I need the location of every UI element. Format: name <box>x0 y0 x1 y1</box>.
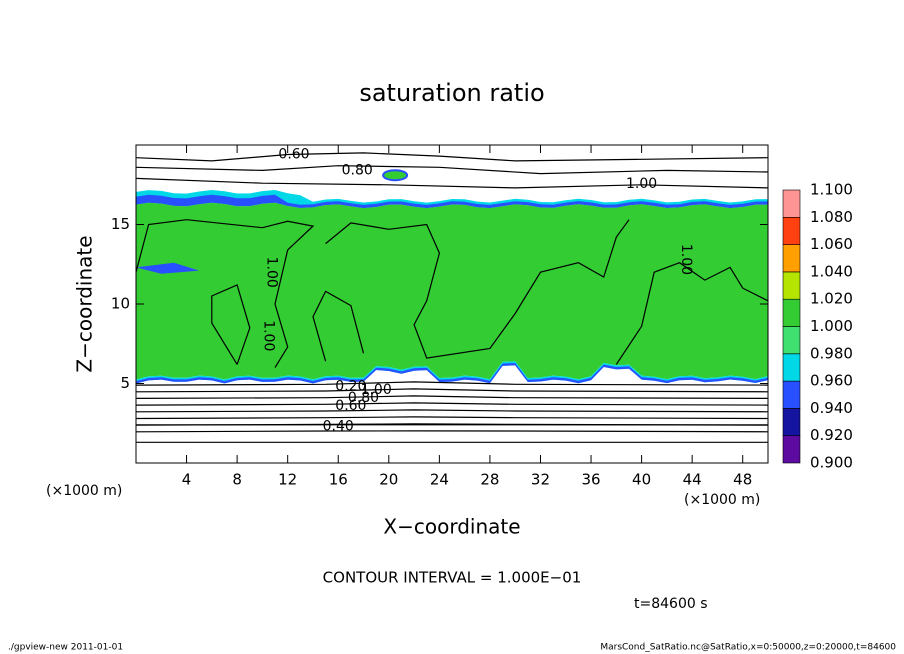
filled-region <box>136 363 768 384</box>
colorbar-tick-label: 1.060 <box>810 235 853 253</box>
contour-line <box>325 219 630 359</box>
contour-line <box>312 290 365 362</box>
filled-region <box>136 190 768 209</box>
colorbar-tick-label: 0.900 <box>810 454 853 472</box>
contour-line <box>135 402 769 406</box>
x-axis-label: X−coordinate <box>383 515 520 539</box>
y-tick-label: 5 <box>120 374 130 392</box>
plot-area: 0.600.801.001.001.001.001.000.800.600.40… <box>111 144 853 489</box>
x-tick-label: 12 <box>278 471 297 489</box>
colorbar-swatch <box>782 380 801 409</box>
colorbar-tick-label: 1.040 <box>810 262 853 280</box>
x-tick-label: 36 <box>581 471 600 489</box>
colorbar-tick-label: 0.920 <box>810 426 853 444</box>
colorbar-tick-label: 0.980 <box>810 344 853 362</box>
contour-line <box>135 409 769 413</box>
contour-label: 0.60 <box>278 147 309 163</box>
contour-line <box>135 165 769 175</box>
contour-label: 1.00 <box>261 320 277 351</box>
x-tick-label: 24 <box>430 471 449 489</box>
colorbar-swatch <box>782 353 801 382</box>
contour-line <box>135 395 769 399</box>
contour-line <box>211 284 251 365</box>
filled-region <box>136 194 768 209</box>
x-tick-label: 16 <box>329 471 348 489</box>
contour-interval: CONTOUR INTERVAL = 1.000E−01 <box>323 569 582 587</box>
colorbar-swatch <box>782 326 801 355</box>
colorbar-swatch <box>782 298 801 327</box>
contour-label: 1.00 <box>678 244 694 275</box>
contour-line <box>135 152 769 162</box>
x-unit: (×1000 m) <box>684 492 760 508</box>
colorbar-tick-label: 0.960 <box>810 372 853 390</box>
contour-line <box>135 416 769 420</box>
contour-line <box>135 381 769 386</box>
contour-label: 1.00 <box>361 382 392 398</box>
y-tick-label: 15 <box>111 215 130 233</box>
x-tick-label: 40 <box>632 471 651 489</box>
colorbar-tick-label: 1.100 <box>810 181 853 199</box>
colorbar-swatch <box>782 189 801 218</box>
contour-label: 0.20 <box>335 379 366 395</box>
y-tick-label: 10 <box>111 295 130 313</box>
x-tick-label: 4 <box>182 471 192 489</box>
colorbar-tick-label: 1.080 <box>810 208 853 226</box>
colorbar-swatch <box>782 271 801 300</box>
contour-label: 1.00 <box>626 176 657 192</box>
footer-left: ./gpview-new 2011-01-01 <box>8 643 123 653</box>
x-tick-label: 48 <box>733 471 752 489</box>
colorbar-tick-label: 0.940 <box>810 399 853 417</box>
contour-line <box>135 177 769 189</box>
x-tick-label: 8 <box>232 471 242 489</box>
colorbar-swatch <box>782 244 801 273</box>
contour-label: 1.00 <box>263 257 279 288</box>
colorbar-swatch <box>782 217 801 245</box>
x-tick-label: 44 <box>683 471 702 489</box>
filled-region <box>136 262 200 274</box>
x-tick-label: 20 <box>379 471 398 489</box>
x-tick-label: 32 <box>531 471 550 489</box>
filled-region <box>136 202 768 380</box>
time-label: t=84600 s <box>634 596 708 612</box>
contour-label: 0.80 <box>342 162 373 178</box>
colorbar-tick-label: 1.020 <box>810 290 853 308</box>
y-axis-label: Z−coordinate <box>73 235 97 372</box>
x-tick-label: 28 <box>480 471 499 489</box>
contour-label: 0.80 <box>348 390 379 406</box>
contour-label: 0.60 <box>335 398 366 414</box>
contour-line <box>135 430 769 433</box>
footer-right: MarsCond_SatRatio.nc@SatRatio,x=0:50000,… <box>600 643 896 653</box>
contour-line <box>135 388 769 393</box>
colorbar-swatch <box>782 435 801 464</box>
contour-line <box>615 262 769 365</box>
contour-label: 0.40 <box>323 418 354 434</box>
chart-title: saturation ratio <box>359 79 544 107</box>
contour-line <box>135 219 315 368</box>
colorbar-swatch <box>782 408 801 436</box>
y-unit: (×1000 m) <box>46 483 122 499</box>
colorbar-tick-label: 1.000 <box>810 317 853 335</box>
filled-region <box>382 169 409 182</box>
